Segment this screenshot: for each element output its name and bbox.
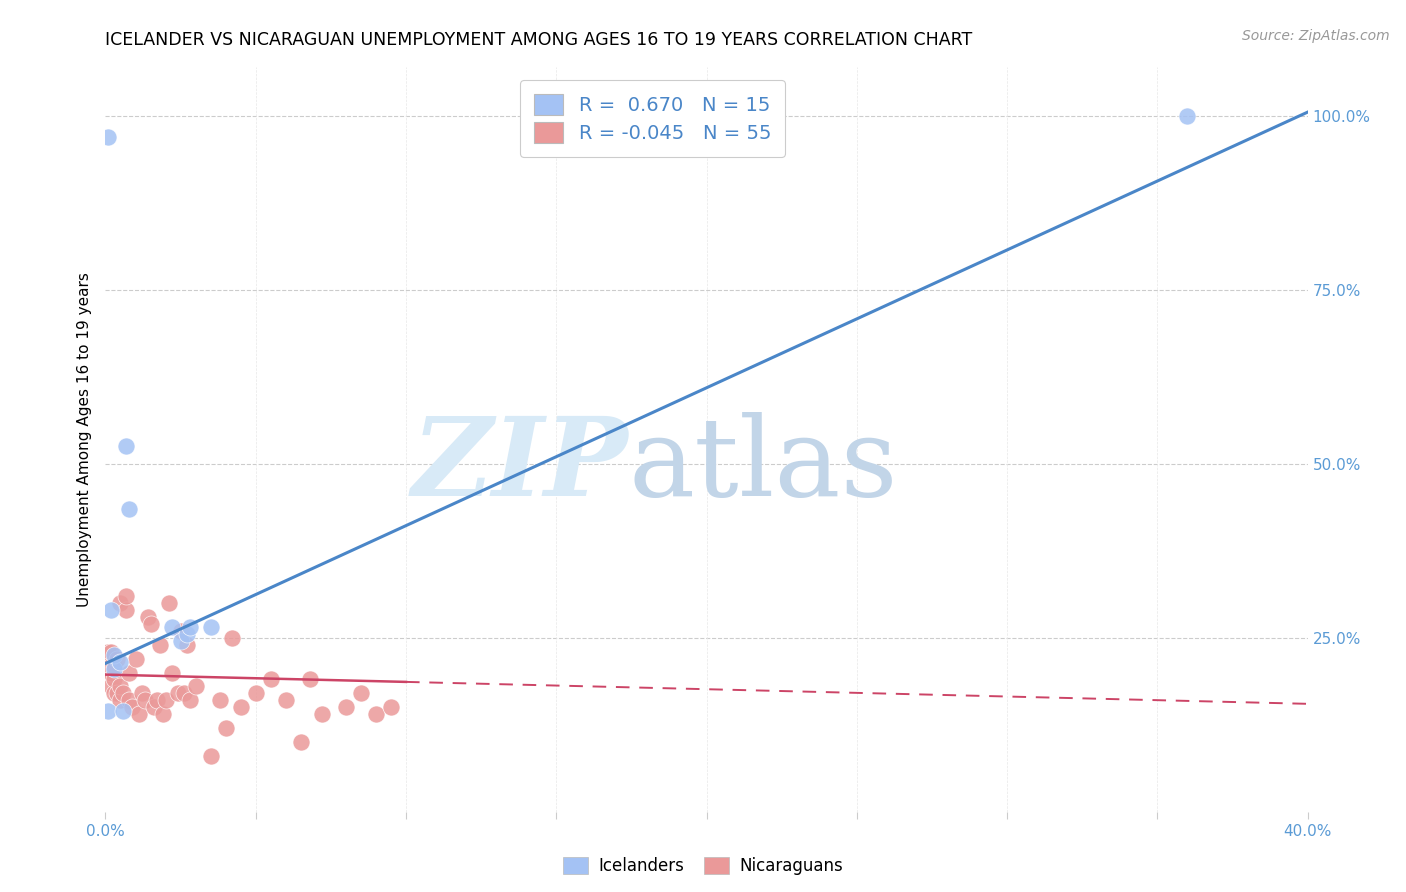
Point bbox=[229, 700, 252, 714]
Point bbox=[103, 686, 125, 700]
Point bbox=[118, 665, 141, 680]
Point bbox=[335, 700, 357, 714]
Point bbox=[311, 707, 333, 722]
Point bbox=[214, 721, 236, 735]
Point bbox=[97, 645, 120, 659]
Point bbox=[115, 439, 138, 453]
Point bbox=[160, 620, 183, 634]
Point bbox=[118, 502, 141, 516]
Point bbox=[97, 651, 120, 665]
Point bbox=[115, 589, 138, 603]
Point bbox=[200, 749, 222, 764]
Point bbox=[298, 673, 321, 687]
Point bbox=[221, 631, 243, 645]
Point bbox=[103, 648, 125, 662]
Point bbox=[380, 700, 402, 714]
Y-axis label: Unemployment Among Ages 16 to 19 years: Unemployment Among Ages 16 to 19 years bbox=[76, 272, 91, 607]
Point bbox=[208, 693, 231, 707]
Text: atlas: atlas bbox=[628, 412, 898, 519]
Point bbox=[160, 665, 183, 680]
Point bbox=[274, 693, 297, 707]
Point bbox=[1175, 109, 1198, 123]
Point bbox=[290, 735, 312, 749]
Point bbox=[103, 658, 125, 673]
Point bbox=[260, 673, 283, 687]
Point bbox=[100, 665, 122, 680]
Point bbox=[107, 651, 129, 665]
Point bbox=[173, 686, 195, 700]
Point bbox=[179, 693, 201, 707]
Text: ZIP: ZIP bbox=[412, 411, 628, 519]
Point bbox=[155, 693, 177, 707]
Point bbox=[148, 638, 170, 652]
Point bbox=[112, 704, 135, 718]
Point bbox=[364, 707, 387, 722]
Point bbox=[152, 707, 174, 722]
Point bbox=[124, 651, 146, 665]
Point bbox=[100, 658, 122, 673]
Point bbox=[184, 680, 207, 694]
Point bbox=[112, 686, 135, 700]
Point bbox=[142, 700, 165, 714]
Point bbox=[176, 627, 198, 641]
Point bbox=[145, 693, 167, 707]
Point bbox=[107, 686, 129, 700]
Point bbox=[110, 655, 132, 669]
Point bbox=[110, 596, 132, 610]
Text: Source: ZipAtlas.com: Source: ZipAtlas.com bbox=[1241, 29, 1389, 43]
Point bbox=[97, 665, 120, 680]
Point bbox=[131, 686, 153, 700]
Point bbox=[97, 129, 120, 144]
Point bbox=[115, 603, 138, 617]
Text: ICELANDER VS NICARAGUAN UNEMPLOYMENT AMONG AGES 16 TO 19 YEARS CORRELATION CHART: ICELANDER VS NICARAGUAN UNEMPLOYMENT AMO… bbox=[105, 31, 973, 49]
Point bbox=[100, 645, 122, 659]
Legend: Icelanders, Nicaraguans: Icelanders, Nicaraguans bbox=[557, 850, 849, 882]
Point bbox=[139, 616, 162, 631]
Point bbox=[136, 609, 159, 624]
Point bbox=[118, 693, 141, 707]
Point bbox=[157, 596, 180, 610]
Point bbox=[128, 707, 150, 722]
Point bbox=[169, 634, 191, 648]
Legend: R =  0.670   N = 15, R = -0.045   N = 55: R = 0.670 N = 15, R = -0.045 N = 55 bbox=[520, 80, 785, 157]
Point bbox=[100, 680, 122, 694]
Point bbox=[245, 686, 267, 700]
Point bbox=[97, 704, 120, 718]
Point bbox=[103, 662, 125, 676]
Point bbox=[166, 686, 188, 700]
Point bbox=[103, 673, 125, 687]
Point bbox=[179, 620, 201, 634]
Point bbox=[121, 700, 143, 714]
Point bbox=[200, 620, 222, 634]
Point bbox=[176, 638, 198, 652]
Point bbox=[110, 693, 132, 707]
Point bbox=[100, 603, 122, 617]
Point bbox=[169, 624, 191, 638]
Point bbox=[110, 680, 132, 694]
Point bbox=[134, 693, 156, 707]
Point bbox=[350, 686, 373, 700]
